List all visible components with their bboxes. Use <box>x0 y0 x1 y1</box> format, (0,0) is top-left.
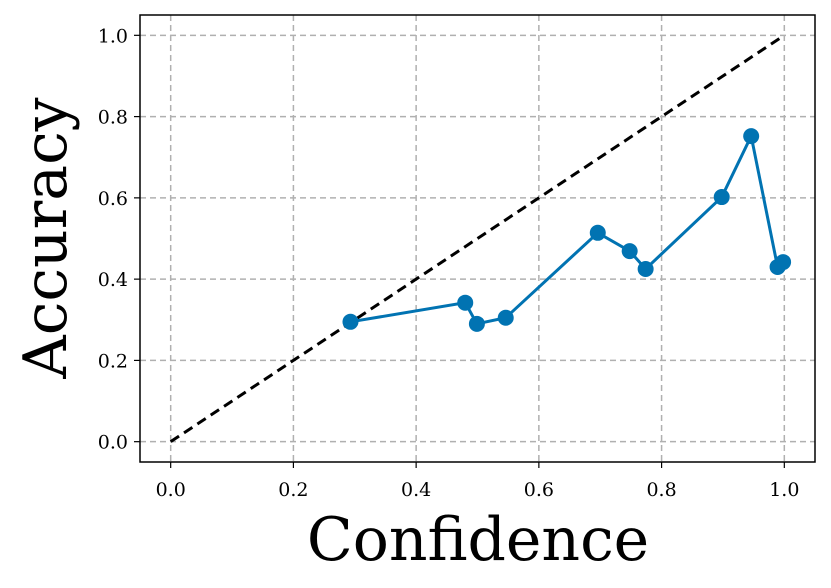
x-tick-label: 0.6 <box>524 479 554 501</box>
y-tick-label: 0.6 <box>98 188 128 210</box>
y-tick-label: 0.8 <box>98 107 128 129</box>
y-tick-label: 1.0 <box>98 25 128 47</box>
y-tick-label: 0.4 <box>98 269 128 291</box>
data-point <box>497 309 514 326</box>
x-tick-label: 0.2 <box>278 479 308 501</box>
y-tick-label: 0.2 <box>98 350 128 372</box>
data-line <box>350 131 785 326</box>
data-point <box>342 313 359 330</box>
y-axis-label: Accuracy <box>11 97 81 379</box>
data-point <box>775 254 792 271</box>
x-tick-label: 0.0 <box>156 479 186 501</box>
reference-line <box>169 34 786 443</box>
data-point <box>637 260 654 277</box>
x-axis-label: Confidence <box>307 505 649 575</box>
x-tick-label: 0.4 <box>401 479 431 501</box>
plot-frame <box>139 14 816 463</box>
data-point <box>713 189 730 206</box>
data-point <box>743 128 760 145</box>
y-tick-label: 0.0 <box>98 432 128 454</box>
data-point <box>457 294 474 311</box>
x-tick-label: 1.0 <box>769 479 799 501</box>
x-tick-label: 0.8 <box>646 479 676 501</box>
data-point <box>589 224 606 241</box>
data-point <box>468 315 485 332</box>
data-point <box>621 243 638 260</box>
